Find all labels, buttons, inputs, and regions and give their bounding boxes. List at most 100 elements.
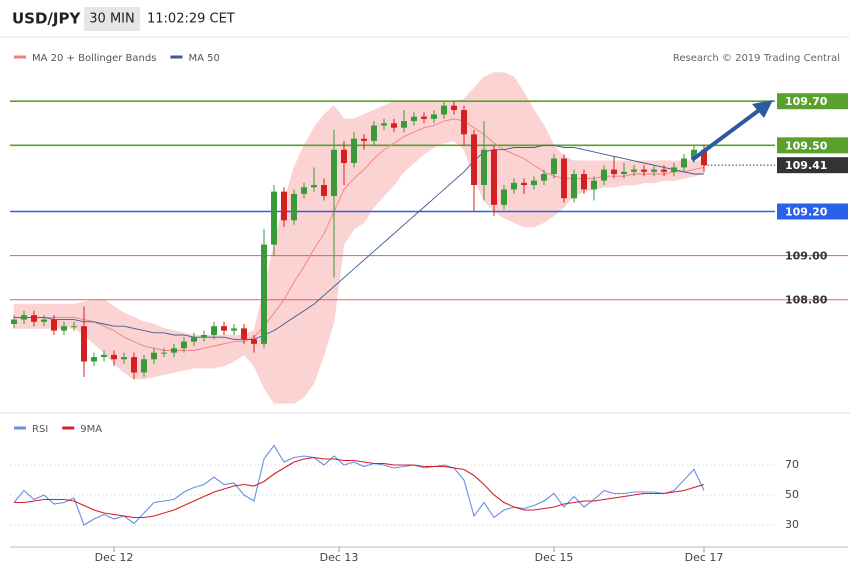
y-tick-label: 30 — [785, 518, 799, 531]
candle-body — [251, 339, 257, 344]
candle-body — [551, 158, 557, 175]
bollinger-band — [373, 105, 385, 208]
candle-body — [131, 357, 137, 373]
candle-body — [101, 354, 107, 358]
candle-body — [541, 174, 547, 181]
candle-body — [341, 149, 347, 163]
candle-body — [561, 158, 567, 199]
bollinger-band — [413, 100, 425, 164]
candle-body — [511, 182, 517, 190]
candle-body — [151, 352, 157, 360]
candle-body — [241, 328, 247, 340]
candle-body — [211, 326, 217, 336]
candle-body — [161, 352, 167, 354]
x-tick-label: Dec 13 — [320, 551, 359, 564]
candle-body — [271, 191, 277, 245]
symbol: USD/JPY — [12, 10, 81, 28]
level-label: 109.00 — [785, 250, 828, 263]
bollinger-band — [93, 299, 105, 354]
x-tick-label: Dec 17 — [685, 551, 724, 564]
candle-body — [351, 138, 357, 163]
candle-body — [171, 348, 177, 353]
candle-body — [261, 244, 267, 344]
candle-body — [11, 319, 17, 324]
indicator-line — [14, 118, 705, 351]
bollinger-band — [213, 334, 225, 369]
candle-body — [651, 169, 657, 172]
candle-body — [221, 326, 227, 331]
candle-body — [451, 105, 457, 111]
candle-body — [91, 357, 97, 362]
candle-body — [461, 110, 467, 135]
candle-body — [391, 123, 397, 128]
candle-body — [371, 125, 377, 141]
candle-body — [581, 174, 587, 190]
candle-body — [521, 182, 527, 186]
plot: 109.70 109.50 109.41 109.20 109.00 108.80 MA 2… — [10, 53, 848, 564]
bollinger-band — [203, 334, 215, 369]
legend-label: MA 20 + Bollinger Bands — [32, 53, 156, 64]
candle-body — [281, 191, 287, 221]
level-label-box — [777, 93, 848, 110]
candle-body — [441, 105, 447, 115]
candle-body — [661, 169, 667, 172]
bollinger-band — [103, 299, 115, 365]
y-tick-label: 50 — [785, 488, 799, 501]
level-label: 108.80 — [785, 294, 828, 307]
candle-body — [601, 169, 607, 181]
timeframe-box — [84, 7, 140, 31]
bollinger-band — [343, 118, 355, 246]
bollinger-band — [303, 126, 315, 398]
legend-label: 9MA — [80, 424, 102, 435]
legend-label: MA 50 — [188, 53, 219, 64]
legend-label: RSI — [32, 424, 48, 435]
candle-body — [41, 319, 47, 322]
rsi-line — [13, 444, 705, 526]
indicator-line — [14, 144, 704, 340]
bollinger-band — [63, 303, 75, 329]
candle-body — [201, 335, 207, 338]
candle-body — [491, 149, 497, 205]
bollinger-band — [223, 334, 235, 367]
candle-body — [611, 169, 617, 175]
bollinger-band — [113, 305, 125, 374]
candle-body — [191, 337, 197, 342]
candle-body — [701, 149, 707, 166]
level-label-box — [777, 137, 848, 154]
candle-body — [111, 354, 117, 360]
candle-body — [231, 328, 237, 331]
candle-body — [471, 134, 477, 186]
bollinger-band — [403, 100, 415, 173]
candle-body — [531, 180, 537, 186]
candle-body — [671, 167, 677, 172]
candle-body — [401, 121, 407, 128]
candle-body — [61, 326, 67, 331]
candle-body — [431, 114, 437, 119]
level-label: 109.70 — [785, 95, 828, 108]
candle-body — [641, 169, 647, 172]
candle-body — [81, 326, 87, 362]
candle-body — [51, 319, 57, 331]
candle-body — [291, 193, 297, 221]
source: Research © 2019 Trading Central — [673, 53, 840, 64]
candle-body — [361, 138, 367, 141]
level-label: 109.41 — [785, 159, 827, 172]
bollinger-band — [393, 100, 405, 186]
x-tick-label: Dec 15 — [535, 551, 574, 564]
forecast-arrowhead — [752, 100, 773, 118]
candle-body — [591, 180, 597, 190]
bollinger-band — [513, 75, 525, 228]
candle-body — [71, 326, 77, 328]
candle-body — [411, 116, 417, 122]
candle-body — [631, 169, 637, 172]
candle-body — [181, 341, 187, 349]
x-tick-label: Dec 12 — [95, 551, 134, 564]
candle-body — [691, 149, 697, 159]
bollinger-band — [313, 113, 325, 384]
rsi-line — [14, 456, 705, 519]
candle-body — [421, 116, 427, 119]
level-label-box — [777, 203, 848, 220]
candle-body — [31, 315, 37, 322]
